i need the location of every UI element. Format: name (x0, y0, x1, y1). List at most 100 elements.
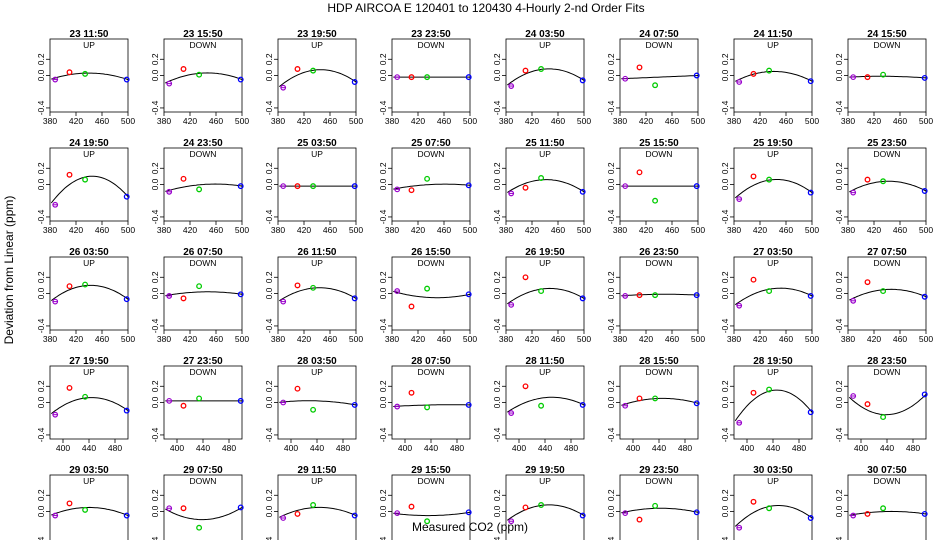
y-tick-label: 0.0 (492, 69, 502, 81)
y-tick-label: 0.0 (834, 505, 844, 517)
fit-curve (278, 69, 357, 87)
y-tick-label: -0.4 (378, 209, 388, 224)
point-red (750, 389, 757, 396)
point-red (864, 74, 871, 81)
panel-direction: UP (83, 476, 95, 486)
x-tick-label: 380 (43, 116, 57, 126)
point-blue (465, 74, 472, 81)
panel-direction: UP (767, 149, 779, 159)
x-tick-label: 480 (450, 443, 464, 453)
panel-direction: UP (539, 476, 551, 486)
x-tick-label: 420 (411, 334, 425, 344)
panel-title: 23 15:50 (183, 29, 223, 40)
point-green (82, 281, 89, 288)
panel-direction: DOWN (646, 149, 673, 159)
y-tick-label: 0.2 (834, 380, 844, 392)
point-green (880, 71, 887, 78)
fit-curve (849, 180, 927, 193)
y-tick-label: 0.2 (720, 162, 730, 174)
y-tick-label: 0.2 (606, 271, 616, 283)
y-tick-label: 0.0 (606, 287, 616, 299)
panel-direction: DOWN (646, 40, 673, 50)
point-red (750, 498, 757, 505)
x-tick-label: 500 (235, 334, 249, 344)
x-tick-label: 380 (727, 116, 741, 126)
panel-direction: DOWN (418, 258, 445, 268)
panel-direction: DOWN (418, 367, 445, 377)
x-tick-label: 380 (157, 225, 171, 235)
panel-title: 24 07:50 (639, 29, 679, 40)
y-tick-label: -0.4 (264, 318, 274, 333)
y-tick-label: 0.2 (492, 380, 502, 392)
panel-direction: DOWN (874, 40, 901, 50)
fit-curve (51, 72, 129, 81)
point-green (196, 186, 203, 193)
x-tick-label: 440 (310, 443, 324, 453)
point-green (310, 183, 317, 190)
y-tick-label: -0.4 (606, 100, 616, 115)
point-green (538, 175, 545, 181)
point-purple (736, 79, 743, 85)
point-blue (579, 401, 586, 408)
x-tick-label: 440 (880, 443, 894, 453)
point-blue (351, 295, 358, 302)
panel-title: 26 07:50 (183, 247, 223, 258)
x-tick-label: 460 (551, 116, 565, 126)
fit-curve (621, 507, 699, 514)
x-tick-label: 460 (779, 225, 793, 235)
point-green (82, 506, 89, 513)
point-blue (237, 183, 244, 190)
point-blue (579, 77, 586, 84)
x-tick-label: 420 (525, 225, 539, 235)
y-tick-label: 0.2 (834, 271, 844, 283)
panel-title: 24 11:50 (754, 29, 793, 40)
x-tick-label: 480 (108, 443, 122, 453)
y-tick-label: -0.4 (834, 536, 844, 540)
point-blue (465, 509, 472, 516)
point-green (538, 288, 545, 295)
point-green (766, 288, 773, 295)
y-tick-label: 0.0 (378, 178, 388, 190)
panel-direction: DOWN (646, 476, 673, 486)
point-red (180, 295, 187, 302)
x-tick-label: 400 (740, 443, 754, 453)
point-purple (280, 298, 287, 305)
y-tick-label: 0.0 (834, 178, 844, 190)
point-blue (921, 74, 928, 81)
y-tick-label: 0.0 (378, 69, 388, 81)
x-tick-label: 420 (69, 334, 83, 344)
x-tick-label: 460 (551, 334, 565, 344)
point-purple (394, 403, 401, 410)
x-tick-label: 460 (323, 334, 337, 344)
point-red (66, 500, 73, 507)
point-purple (736, 196, 743, 203)
point-red (294, 282, 301, 289)
panel-direction: UP (539, 40, 551, 50)
y-tick-label: 0.2 (606, 380, 616, 392)
point-red (180, 66, 187, 72)
point-blue (123, 76, 130, 83)
point-purple (166, 293, 173, 299)
y-tick-label: 0.2 (264, 380, 274, 392)
x-tick-label: 420 (183, 116, 197, 126)
y-tick-label: 0.2 (150, 380, 160, 392)
x-tick-label: 460 (95, 334, 109, 344)
point-green (766, 176, 773, 183)
y-tick-label: -0.4 (264, 100, 274, 115)
x-tick-label: 380 (271, 116, 285, 126)
point-red (522, 67, 529, 74)
x-tick-label: 380 (499, 225, 513, 235)
y-tick-label: 0.2 (378, 162, 388, 174)
point-blue (237, 76, 244, 83)
point-green (424, 175, 431, 182)
panel-title: 28 23:50 (867, 356, 907, 367)
y-tick-label: -0.4 (834, 427, 844, 442)
x-tick-label: 400 (854, 443, 868, 453)
point-blue (351, 79, 358, 85)
point-red (636, 169, 643, 176)
fit-curve (849, 288, 927, 301)
